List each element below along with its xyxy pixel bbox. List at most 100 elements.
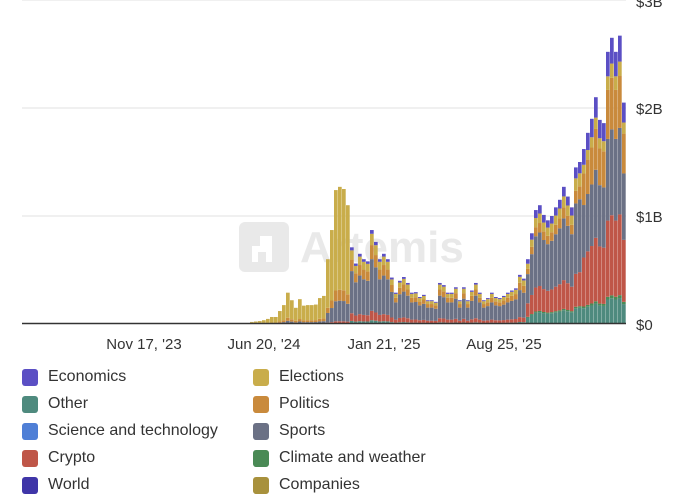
bar-segment-politics[interactable] — [566, 215, 570, 226]
bar-segment-sports[interactable] — [358, 275, 362, 315]
bar-segment-politics[interactable] — [338, 289, 342, 301]
bar-segment-economics[interactable] — [358, 253, 362, 257]
bar-segment-economics[interactable] — [422, 294, 426, 297]
bar-segment-economics[interactable] — [606, 51, 610, 77]
bar-segment-climate-and-weather[interactable] — [530, 314, 534, 315]
bar-segment-crypto[interactable] — [470, 319, 474, 323]
bar-segment-economics[interactable] — [602, 123, 606, 142]
bar-segment-other[interactable] — [594, 303, 598, 324]
bar-segment-climate-and-weather[interactable] — [566, 309, 570, 312]
bar-segment-sports[interactable] — [406, 295, 410, 319]
bar-segment-politics[interactable] — [290, 319, 294, 322]
bar-segment-politics[interactable] — [610, 77, 614, 130]
bar-segment-elections[interactable] — [314, 304, 318, 321]
bar-segment-politics[interactable] — [398, 287, 402, 295]
bar-segment-elections[interactable] — [570, 215, 574, 225]
bar-segment-elections[interactable] — [414, 293, 418, 298]
bar-segment-politics[interactable] — [354, 273, 358, 283]
bar-segment-crypto[interactable] — [622, 239, 626, 302]
bar-segment-elections[interactable] — [446, 293, 450, 298]
bar-segment-politics[interactable] — [446, 297, 450, 303]
legend-item-crypto[interactable]: Crypto — [22, 447, 95, 469]
bar-segment-crypto[interactable] — [502, 320, 506, 323]
bar-segment-crypto[interactable] — [574, 273, 578, 307]
bar-segment-politics[interactable] — [282, 320, 286, 323]
bar-segment-sports[interactable] — [610, 129, 614, 216]
bar-segment-climate-and-weather[interactable] — [594, 301, 598, 304]
bar-segment-politics[interactable] — [538, 223, 542, 233]
bar-segment-elections[interactable] — [622, 122, 626, 134]
bar-segment-elections[interactable] — [610, 63, 614, 78]
bar-segment-climate-and-weather[interactable] — [602, 303, 606, 306]
bar-segment-crypto[interactable] — [358, 314, 362, 322]
bar-segment-sports[interactable] — [338, 300, 342, 322]
bar-segment-politics[interactable] — [378, 269, 382, 280]
bar-segment-sports[interactable] — [366, 280, 370, 316]
bar-segment-sports[interactable] — [558, 228, 562, 285]
bar-segment-crypto[interactable] — [578, 272, 582, 307]
bar-segment-economics[interactable] — [470, 290, 474, 292]
bar-segment-elections[interactable] — [542, 222, 546, 232]
bar-segment-crypto[interactable] — [434, 320, 438, 324]
bar-segment-elections[interactable] — [342, 189, 346, 291]
bar-segment-politics[interactable] — [558, 218, 562, 229]
bar-segment-elections[interactable] — [370, 233, 374, 246]
bar-segment-sports[interactable] — [498, 306, 502, 321]
bar-segment-elections[interactable] — [550, 223, 554, 233]
bar-segment-politics[interactable] — [386, 269, 390, 280]
bar-segment-economics[interactable] — [490, 292, 494, 294]
bar-segment-sports[interactable] — [534, 236, 538, 288]
bar-segment-elections[interactable] — [434, 302, 438, 306]
bar-segment-crypto[interactable] — [418, 320, 422, 323]
bar-segment-climate-and-weather[interactable] — [570, 311, 574, 313]
bar-segment-politics[interactable] — [450, 297, 454, 303]
bar-segment-elections[interactable] — [554, 215, 558, 225]
bar-segment-climate-and-weather[interactable] — [550, 312, 554, 314]
bar-segment-economics[interactable] — [466, 300, 470, 302]
bar-segment-elections[interactable] — [326, 259, 330, 308]
bar-segment-other[interactable] — [530, 314, 534, 324]
bar-segment-economics[interactable] — [502, 295, 506, 298]
bar-segment-politics[interactable] — [466, 304, 470, 308]
bar-segment-other[interactable] — [558, 311, 562, 324]
bar-segment-other[interactable] — [554, 312, 558, 324]
bar-segment-sports[interactable] — [414, 302, 418, 320]
bar-segment-sports[interactable] — [458, 307, 462, 321]
bar-segment-climate-and-weather[interactable] — [562, 308, 566, 311]
bar-segment-elections[interactable] — [618, 61, 622, 77]
bar-segment-elections[interactable] — [598, 138, 602, 149]
bar-segment-politics[interactable] — [362, 269, 366, 280]
bar-segment-politics[interactable] — [510, 295, 514, 301]
bar-segment-politics[interactable] — [306, 320, 310, 323]
bar-segment-elections[interactable] — [590, 137, 594, 148]
bar-segment-crypto[interactable] — [414, 319, 418, 323]
bar-segment-sports[interactable] — [326, 312, 330, 323]
bar-segment-sports[interactable] — [322, 321, 326, 324]
bar-segment-crypto[interactable] — [370, 310, 374, 321]
bar-segment-politics[interactable] — [358, 265, 362, 276]
bar-segment-sports[interactable] — [594, 169, 598, 238]
bar-segment-sports[interactable] — [570, 234, 574, 287]
bar-segment-economics[interactable] — [462, 287, 466, 289]
bar-segment-politics[interactable] — [546, 235, 550, 245]
bar-segment-politics[interactable] — [502, 300, 506, 305]
bar-segment-elections[interactable] — [442, 286, 446, 292]
bar-segment-sports[interactable] — [586, 194, 590, 252]
bar-segment-elections[interactable] — [250, 321, 254, 323]
bar-segment-elections[interactable] — [262, 320, 266, 323]
bar-segment-sports[interactable] — [554, 234, 558, 287]
bar-segment-elections[interactable] — [466, 301, 470, 305]
bar-segment-politics[interactable] — [622, 133, 626, 174]
bar-segment-climate-and-weather[interactable] — [526, 316, 530, 318]
bar-segment-elections[interactable] — [562, 196, 566, 208]
bar-segment-politics[interactable] — [590, 147, 594, 185]
bar-segment-crypto[interactable] — [606, 220, 610, 297]
bar-segment-economics[interactable] — [534, 210, 538, 219]
bar-segment-elections[interactable] — [478, 293, 482, 298]
bar-segment-other[interactable] — [526, 317, 530, 324]
bar-segment-sports[interactable] — [342, 301, 346, 322]
bar-segment-elections[interactable] — [470, 291, 474, 296]
bar-segment-sports[interactable] — [350, 271, 354, 314]
bar-segment-elections[interactable] — [510, 291, 514, 296]
bar-segment-politics[interactable] — [382, 265, 386, 276]
